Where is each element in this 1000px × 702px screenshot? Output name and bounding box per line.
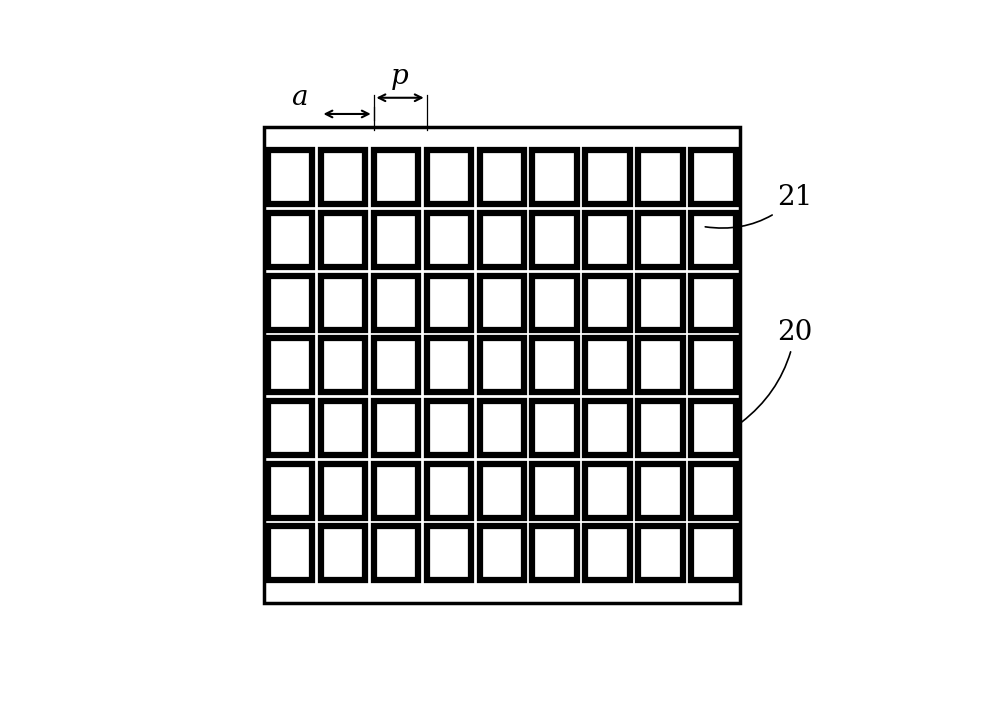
Bar bbox=[585, 464, 630, 518]
Bar bbox=[585, 526, 630, 581]
Bar bbox=[480, 276, 524, 330]
Bar bbox=[321, 338, 365, 392]
Bar bbox=[480, 401, 524, 455]
Bar bbox=[427, 276, 471, 330]
Bar bbox=[691, 401, 736, 455]
Bar bbox=[264, 128, 740, 603]
Bar bbox=[268, 213, 312, 267]
Bar bbox=[480, 150, 524, 204]
Text: 21: 21 bbox=[705, 184, 813, 228]
Bar bbox=[427, 526, 471, 581]
Text: p: p bbox=[391, 62, 409, 90]
Bar bbox=[532, 401, 577, 455]
Bar bbox=[427, 464, 471, 518]
Bar bbox=[374, 338, 418, 392]
Bar bbox=[374, 276, 418, 330]
Bar bbox=[585, 401, 630, 455]
Bar bbox=[691, 338, 736, 392]
Bar bbox=[638, 526, 683, 581]
Bar bbox=[268, 150, 312, 204]
Text: a: a bbox=[291, 84, 307, 111]
Bar bbox=[691, 464, 736, 518]
Bar bbox=[480, 338, 524, 392]
Bar bbox=[374, 213, 418, 267]
Bar bbox=[374, 464, 418, 518]
Bar bbox=[321, 464, 365, 518]
Bar bbox=[585, 150, 630, 204]
Bar bbox=[532, 213, 577, 267]
Bar bbox=[638, 150, 683, 204]
Bar bbox=[374, 150, 418, 204]
Bar bbox=[585, 276, 630, 330]
Bar bbox=[532, 526, 577, 581]
Bar bbox=[374, 401, 418, 455]
Text: 20: 20 bbox=[742, 319, 813, 422]
Bar bbox=[691, 276, 736, 330]
Bar bbox=[691, 213, 736, 267]
Bar bbox=[532, 338, 577, 392]
Bar bbox=[638, 213, 683, 267]
Bar bbox=[268, 276, 312, 330]
Bar bbox=[321, 150, 365, 204]
Bar bbox=[480, 464, 524, 518]
Bar bbox=[691, 526, 736, 581]
Bar bbox=[480, 213, 524, 267]
Bar bbox=[638, 401, 683, 455]
Bar bbox=[321, 401, 365, 455]
Bar bbox=[427, 338, 471, 392]
Bar bbox=[321, 213, 365, 267]
Bar bbox=[585, 213, 630, 267]
Bar bbox=[532, 464, 577, 518]
Bar bbox=[321, 276, 365, 330]
Bar bbox=[532, 276, 577, 330]
Bar bbox=[268, 526, 312, 581]
Bar bbox=[691, 150, 736, 204]
Bar bbox=[268, 401, 312, 455]
Bar bbox=[585, 338, 630, 392]
Bar bbox=[427, 150, 471, 204]
Bar bbox=[427, 401, 471, 455]
Bar bbox=[480, 526, 524, 581]
Bar bbox=[638, 464, 683, 518]
Bar bbox=[638, 338, 683, 392]
Bar bbox=[427, 213, 471, 267]
Bar bbox=[374, 526, 418, 581]
Bar bbox=[268, 338, 312, 392]
Bar bbox=[268, 464, 312, 518]
Bar bbox=[532, 150, 577, 204]
Bar bbox=[321, 526, 365, 581]
Bar bbox=[638, 276, 683, 330]
